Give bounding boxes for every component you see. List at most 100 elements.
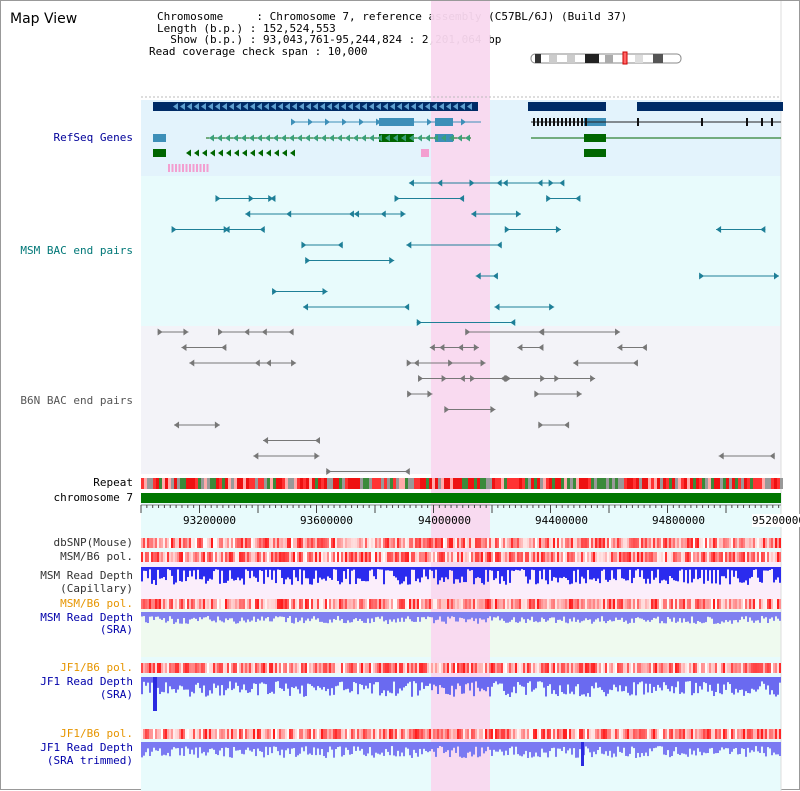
heat-cell	[395, 599, 397, 609]
depth-bar	[647, 742, 649, 757]
heat-cell	[307, 552, 309, 562]
refseq-genes-track[interactable]	[153, 102, 783, 172]
heat-cell	[717, 552, 719, 562]
heat-cell	[629, 538, 631, 548]
heat-cell	[355, 729, 357, 739]
heat-cell	[371, 538, 373, 548]
track-label-jf1-b6-pol-2[interactable]: JF1/B6 pol.	[60, 727, 133, 740]
selected-region-highlight[interactable]	[431, 1, 490, 791]
heat-cell	[255, 599, 257, 609]
heat-cell	[163, 729, 165, 739]
jf1-read-depth-sra-trimmed-track[interactable]	[141, 742, 781, 758]
depth-bar	[597, 567, 599, 579]
track-label-jf1-depth-trim-1[interactable]: JF1 Read Depth	[40, 741, 133, 754]
msm-bac-end-pairs-track[interactable]	[171, 179, 779, 327]
heat-cell	[617, 663, 619, 673]
heat-cell	[603, 538, 605, 548]
bac-end-marker	[253, 452, 259, 460]
heat-cell	[671, 552, 673, 562]
msm-b6-pol-sra-track[interactable]	[141, 599, 781, 609]
chromosome-ideogram[interactable]	[530, 51, 682, 65]
heat-cell	[431, 729, 433, 739]
repeat-segment	[153, 478, 156, 489]
depth-bar	[339, 567, 341, 585]
depth-bar	[737, 612, 739, 623]
heat-cell	[349, 538, 351, 548]
gene-exon	[584, 149, 606, 157]
heat-cell	[263, 663, 265, 673]
track-label-refseq-genes[interactable]: RefSeq Genes	[53, 131, 133, 144]
depth-bar	[663, 612, 665, 624]
depth-bar	[667, 677, 669, 689]
heat-cell	[157, 552, 159, 562]
heat-cell	[265, 552, 267, 562]
depth-bar	[747, 677, 749, 693]
heat-cell	[219, 729, 221, 739]
jf1-b6-pol-track[interactable]	[141, 663, 781, 673]
depth-bar	[609, 567, 611, 581]
depth-bar	[227, 612, 229, 621]
track-label-msm-b6-pol-2[interactable]: MSM/B6 pol.	[60, 597, 133, 610]
gene-exon	[585, 118, 587, 126]
depth-bar	[325, 742, 327, 758]
depth-bar	[611, 742, 613, 758]
heat-cell	[729, 599, 731, 609]
depth-bar	[539, 567, 541, 571]
track-label-dbsnp[interactable]: dbSNP(Mouse)	[53, 536, 133, 549]
track-label-jf1-depth-sra-1[interactable]: JF1 Read Depth	[40, 675, 133, 688]
msm-read-depth-sra-track[interactable]	[141, 612, 781, 624]
jf1-b6-pol-trimmed-track[interactable]	[141, 729, 781, 739]
track-label-b6n-bac[interactable]: B6N BAC end pairs	[20, 394, 133, 407]
heat-cell	[669, 538, 671, 548]
msm-read-depth-capillary-track[interactable]	[141, 567, 781, 585]
track-label-repeat[interactable]: Repeat	[93, 476, 133, 489]
heat-cell	[645, 538, 647, 548]
heat-cell	[753, 552, 755, 562]
heat-cell	[735, 552, 737, 562]
dbsnp-track[interactable]	[141, 538, 781, 548]
depth-bar	[703, 677, 705, 683]
heat-cell	[721, 538, 723, 548]
heat-cell	[293, 599, 295, 609]
heat-cell	[657, 599, 659, 609]
heat-cell	[773, 552, 775, 562]
heat-cell	[213, 552, 215, 562]
track-label-jf1-depth-sra-2: (SRA)	[99, 688, 133, 701]
msm-b6-pol-track[interactable]	[141, 552, 781, 562]
track-label-jf1-b6-pol[interactable]: JF1/B6 pol.	[60, 661, 133, 674]
depth-bar	[365, 567, 367, 582]
jf1-read-depth-sra-track[interactable]	[141, 677, 781, 697]
repeat-track[interactable]	[141, 478, 783, 489]
depth-bar	[341, 677, 343, 682]
track-label-msm-bac[interactable]: MSM BAC end pairs	[20, 244, 133, 257]
depth-bar	[329, 567, 331, 578]
heat-cell	[769, 663, 771, 673]
depth-bar	[341, 612, 343, 619]
heat-cell	[715, 538, 717, 548]
heat-cell	[519, 552, 521, 562]
b6n-bac-end-pairs-track[interactable]	[157, 328, 775, 476]
depth-bar	[271, 677, 273, 692]
heat-cell	[299, 663, 301, 673]
heat-cell	[751, 663, 753, 673]
gene-strand-arrow	[446, 103, 451, 110]
track-label-chromosome[interactable]: chromosome 7	[53, 491, 133, 504]
depth-bar	[227, 567, 229, 581]
heat-cell	[503, 599, 505, 609]
heat-cell	[467, 599, 469, 609]
heat-cell	[237, 729, 239, 739]
gene-strand-arrow	[457, 134, 462, 142]
depth-bar	[445, 612, 447, 624]
depth-bar	[347, 742, 349, 750]
track-label-msm-depth-capillary-1[interactable]: MSM Read Depth	[40, 569, 133, 582]
depth-bar	[291, 567, 293, 585]
repeat-segment	[309, 478, 312, 489]
heat-cell	[287, 538, 289, 548]
heat-cell	[347, 663, 349, 673]
track-label-msm-b6-pol[interactable]: MSM/B6 pol.	[60, 550, 133, 563]
depth-bar	[775, 742, 777, 755]
track-label-msm-depth-sra-1[interactable]: MSM Read Depth	[40, 611, 133, 624]
heat-cell	[325, 663, 327, 673]
depth-bar	[537, 677, 539, 682]
